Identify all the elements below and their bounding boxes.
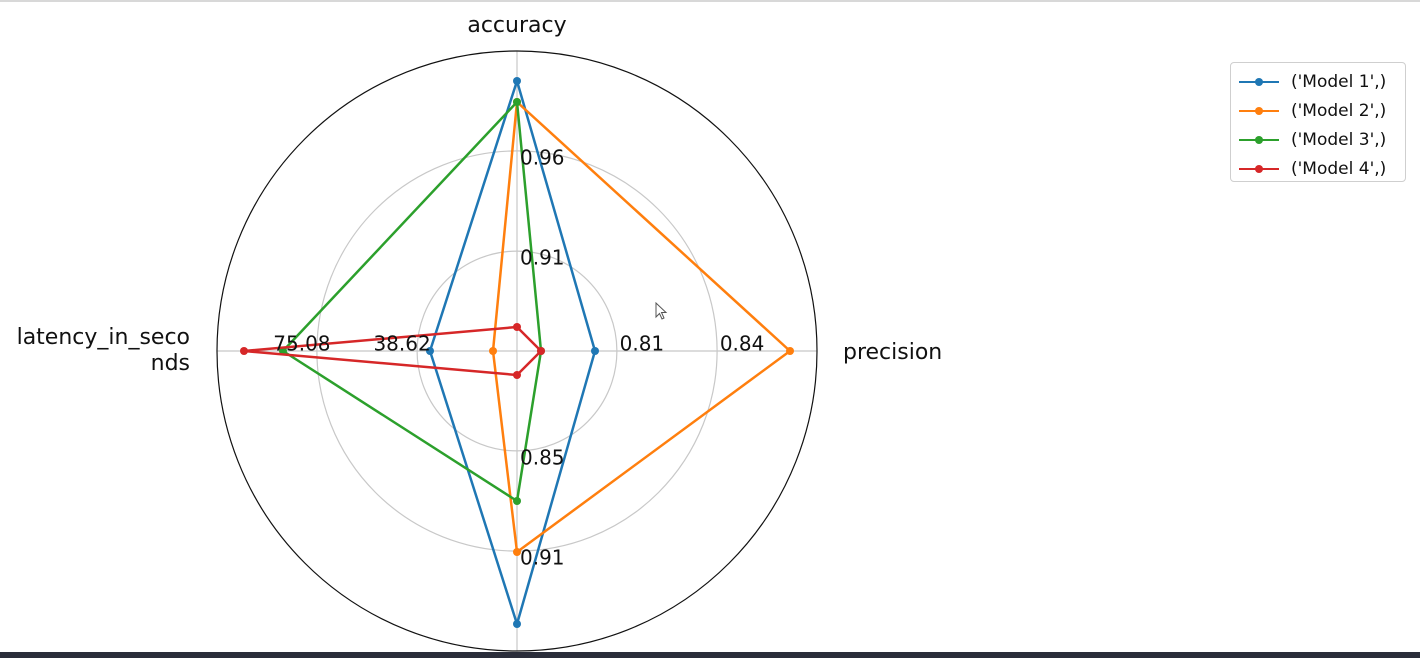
legend-item-2: ('Model 2',) <box>1239 96 1395 125</box>
legend-item-1: ('Model 1',) <box>1239 67 1395 96</box>
axis-label-3: latency_in_seco nds <box>17 325 190 376</box>
series-1-point-0 <box>513 77 521 85</box>
legend-swatch-2 <box>1239 105 1279 117</box>
axis-label-1-line-0: precision <box>843 340 942 365</box>
tick-label-0-1: 0.96 <box>520 145 565 169</box>
axis-label-1: precision <box>843 340 942 365</box>
legend-label-4: ('Model 4',) <box>1291 158 1387 179</box>
series-4-point-0 <box>513 323 521 331</box>
series-2-point-1 <box>786 347 794 355</box>
legend-swatch-4 <box>1239 163 1279 175</box>
legend-label-2: ('Model 2',) <box>1291 100 1387 121</box>
mouse-cursor-icon <box>655 302 668 320</box>
tick-label-3-1: 75.08 <box>273 332 330 356</box>
radar-series-layer <box>240 77 794 628</box>
tick-label-2-1: 0.91 <box>520 546 565 570</box>
axis-label-0: accuracy <box>467 13 566 38</box>
series-1-point-3 <box>426 347 434 355</box>
tick-label-3-0: 38.62 <box>373 332 430 356</box>
tick-label-0-0: 0.91 <box>520 246 565 270</box>
legend-swatch-1 <box>1239 76 1279 88</box>
series-4-point-3 <box>240 347 248 355</box>
series-line-3 <box>281 100 543 503</box>
series-2-point-2 <box>513 548 521 556</box>
radar-labels: accuracy precision latency_in_seco nds 0.91 0… <box>17 13 943 570</box>
legend-label-1: ('Model 1',) <box>1291 71 1387 92</box>
bottom-bar <box>0 652 1420 658</box>
outer-frame <box>216 50 818 652</box>
legend-swatch-3 <box>1239 134 1279 146</box>
series-3-point-0 <box>513 98 521 106</box>
axis-label-3-line-0: latency_in_seco <box>17 325 190 350</box>
series-line-1 <box>428 79 597 626</box>
axis-label-3-line-1: nds <box>151 351 190 376</box>
series-4-point-2 <box>513 371 521 379</box>
series-3-point-2 <box>513 497 521 505</box>
axis-label-0-line-0: accuracy <box>467 13 566 38</box>
top-border <box>0 0 1420 2</box>
legend-item-4: ('Model 4',) <box>1239 154 1395 183</box>
tick-label-1-0: 0.81 <box>620 332 665 356</box>
series-2-point-3 <box>489 347 497 355</box>
legend-item-3: ('Model 3',) <box>1239 125 1395 154</box>
series-4-point-1 <box>537 347 545 355</box>
tick-label-2-0: 0.85 <box>520 445 565 469</box>
series-1-point-1 <box>591 347 599 355</box>
series-1-point-2 <box>513 620 521 628</box>
chart-legend: ('Model 1',) ('Model 2',) ('Model 3',) ('Mo… <box>1230 62 1406 182</box>
legend-label-3: ('Model 3',) <box>1291 129 1387 150</box>
tick-label-1-1: 0.84 <box>720 332 765 356</box>
